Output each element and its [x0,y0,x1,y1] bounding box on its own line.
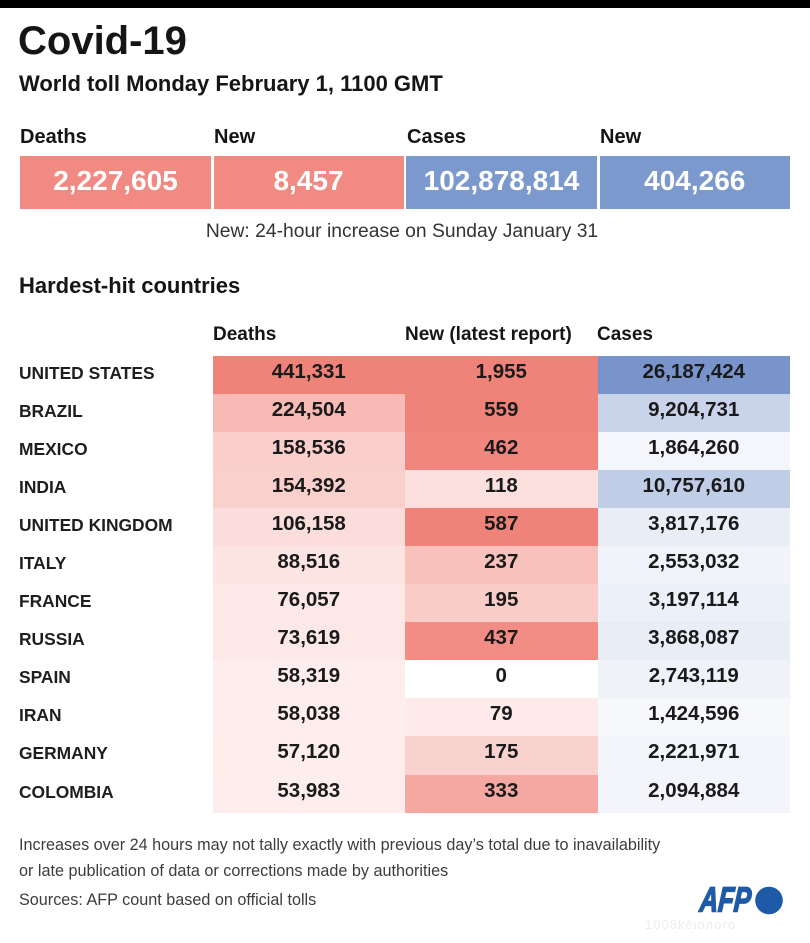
svg-text:AFP: AFP [698,884,753,918]
